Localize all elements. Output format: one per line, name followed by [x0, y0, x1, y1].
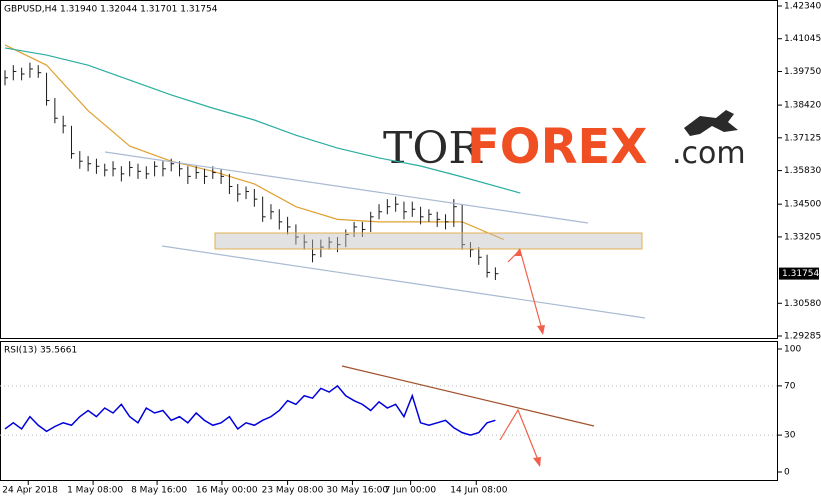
x-tick-label: 23 May 08:00 [262, 486, 324, 496]
y-tick-label: 1.30580 [784, 299, 821, 309]
x-tick-label: 7 Jun 00:00 [385, 486, 437, 496]
channel-upper [104, 151, 589, 224]
annotations [104, 151, 646, 467]
y-tick-label: 1.42340 [784, 2, 821, 12]
channel-lower [161, 245, 646, 319]
logo-com: .com [672, 136, 746, 171]
price-panel [0, 0, 778, 339]
logo-forex: FOREX [467, 119, 647, 175]
rsi-title: RSI(13) 35.5661 [4, 346, 77, 356]
y-tick-label: 1.33205 [784, 232, 821, 242]
moving-average [4, 47, 521, 194]
logo-tor: TOR [383, 123, 483, 174]
x-tick-label: 8 May 16:00 [131, 486, 187, 496]
y-tick-label: 1.37125 [784, 133, 821, 143]
y-tick-label: 1.34500 [784, 200, 821, 210]
y-tick-label: 1.39750 [784, 67, 821, 77]
arrow-head [537, 325, 545, 335]
logo-bull [684, 110, 738, 136]
x-tick-label: 14 Jun 08:00 [450, 486, 507, 496]
chart-title: GBPUSD,H4 1.31940 1.32044 1.31701 1.3175… [4, 5, 218, 15]
y-tick-label: 100 [784, 345, 801, 355]
resistance-zone [214, 232, 643, 250]
logo: TOR FOREX .com [383, 110, 746, 175]
x-tick-label: 30 May 16:00 [326, 486, 388, 496]
y-tick-label: 1.38420 [784, 101, 821, 111]
x-tick-label: 1 May 08:00 [67, 486, 123, 496]
y-tick-label: 0 [784, 468, 790, 478]
y-tick-label: 1.29285 [784, 332, 821, 342]
y-tick-label: 70 [784, 381, 796, 391]
rsi-arrow [499, 408, 541, 466]
x-tick-label: 24 Apr 2018 [2, 486, 58, 496]
forecast-arrow [507, 248, 544, 334]
y-tick-label: 1.41045 [784, 34, 821, 44]
arrow-head [514, 248, 521, 256]
x-tick-label: 16 May 00:00 [196, 486, 258, 496]
rsi-line [4, 384, 496, 436]
rsi-panel [0, 341, 778, 481]
rsi-trendline [341, 365, 595, 427]
y-tick-label: 1.35830 [784, 166, 821, 176]
arrow-head [533, 457, 541, 467]
last-price-label: 1.31754 [782, 269, 819, 279]
y-tick-label: 30 [784, 431, 796, 441]
last-price-box [779, 267, 819, 280]
